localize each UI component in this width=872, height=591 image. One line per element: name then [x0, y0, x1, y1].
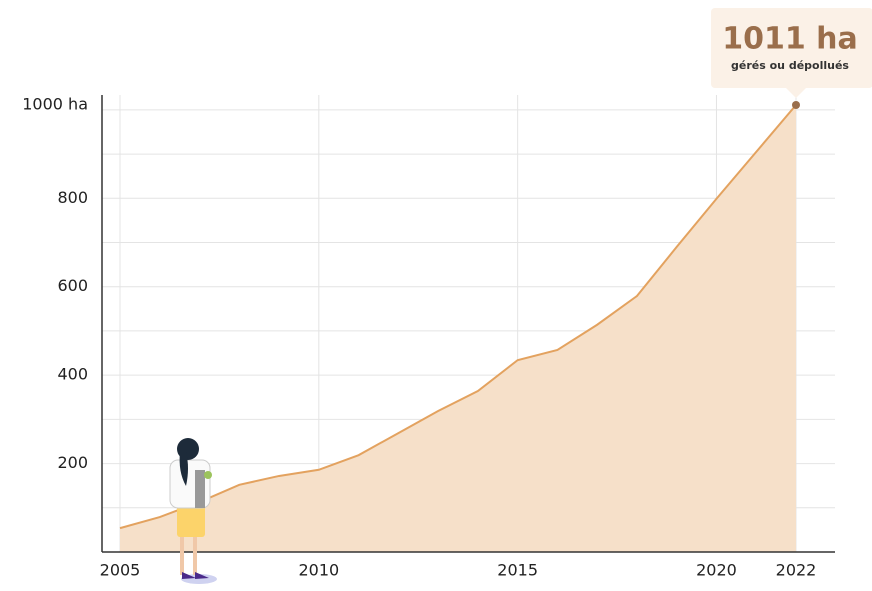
y-tick-label: 200 — [57, 453, 88, 472]
annotation: 1011 ha gérés ou dépollués — [711, 8, 872, 98]
x-tick-label: 2022 — [776, 561, 817, 580]
x-tick-label: 2010 — [298, 561, 339, 580]
annotation-title: 1011 ha — [722, 22, 858, 57]
annotation-subtitle: gérés ou dépollués — [731, 59, 849, 72]
y-tick-label: 400 — [57, 365, 88, 384]
x-tick-label: 2015 — [497, 561, 538, 580]
x-tick-label: 2005 — [100, 561, 141, 580]
area — [120, 105, 796, 552]
y-tick-label: 1000 ha — [22, 95, 88, 114]
plot — [120, 101, 800, 552]
x-tick-label: 2020 — [696, 561, 737, 580]
point — [792, 101, 800, 109]
annotation-pointer — [786, 88, 806, 98]
y-tick-label: 800 — [57, 188, 88, 207]
chart: 1011 ha gérés ou dépollués 200 400 600 800 1… — [0, 0, 872, 587]
y-tick-label: 600 — [57, 276, 88, 295]
